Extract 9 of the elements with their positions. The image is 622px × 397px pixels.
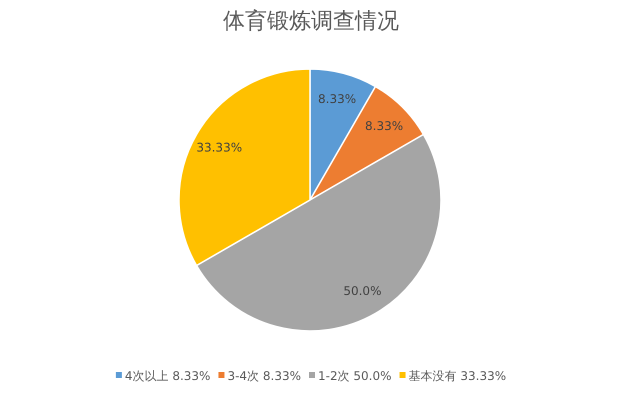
legend-label: 基本没有 33.33% [408,369,506,383]
legend-label: 1-2次 50.0% [318,369,392,383]
data-label: 8.33% [365,118,404,133]
legend-label: 3-4次 8.33% [227,369,301,383]
data-label: 50.0% [343,284,382,298]
data-label: 8.33% [318,92,356,106]
legend-label: 4次以上 8.33% [124,369,210,383]
chart-title: 体育锻炼调查情况 [223,8,399,34]
data-label: 33.33% [196,140,242,155]
